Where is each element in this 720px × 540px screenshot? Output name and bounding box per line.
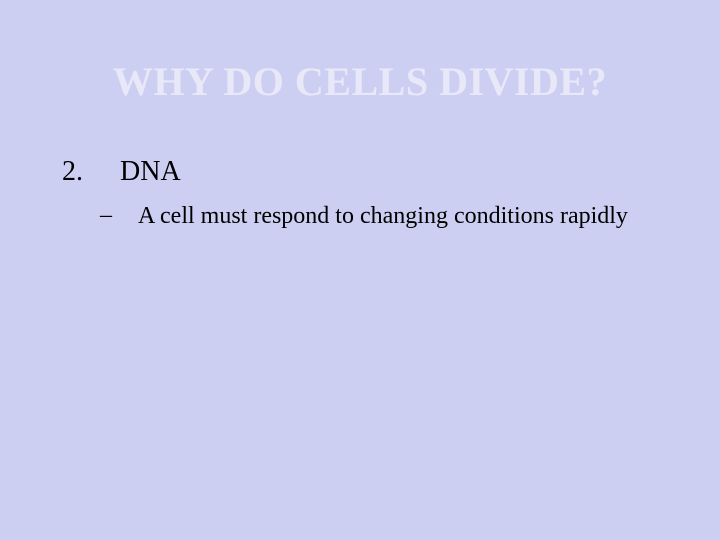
sub-item-text: A cell must respond to changing conditio… [138, 202, 658, 231]
slide-title: WHY DO CELLS DIVIDE? [0, 58, 720, 105]
sub-item-marker: – [100, 202, 112, 229]
list-number: 2. [62, 156, 83, 188]
list-item-text: DNA [120, 156, 181, 188]
